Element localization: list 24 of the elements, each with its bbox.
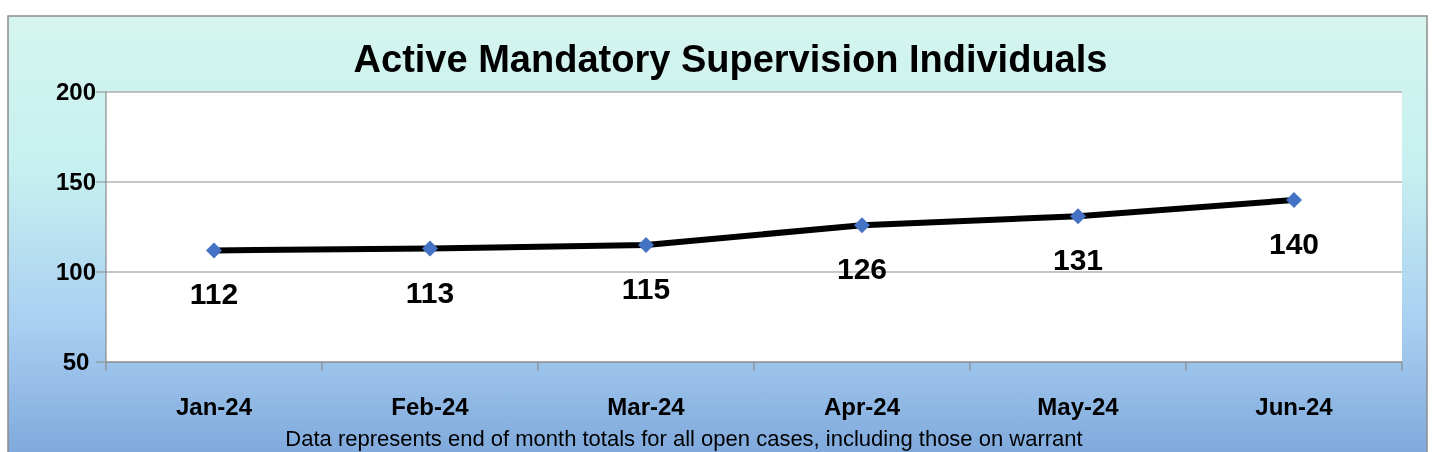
data-label: 126 (836, 252, 888, 286)
data-label: 112 (189, 277, 239, 311)
x-tick-label: Mar-24 (607, 393, 686, 420)
data-label: 131 (1052, 243, 1104, 277)
point (854, 217, 870, 234)
point (206, 242, 222, 259)
y-tick-label: 100 (55, 258, 97, 286)
x-tick-label: Feb-24 (391, 393, 470, 420)
point (1286, 192, 1302, 208)
chart-title: Active Mandatory Supervision Individuals (353, 38, 1108, 80)
data-label: 113 (405, 275, 455, 309)
x-tick-label: Jun-24 (1255, 393, 1334, 420)
y-tick-label: 50 (62, 348, 90, 376)
x-tick-label: Apr-24 (823, 393, 901, 420)
point (638, 237, 654, 253)
x-tick-label: May-24 (1037, 393, 1120, 420)
point (1070, 208, 1086, 225)
point (422, 240, 438, 257)
x-tick-label: Jan-24 (175, 393, 253, 420)
data-label: 115 (621, 272, 671, 305)
text: Data represents end of month totals for all open cases, including those on warrant (285, 426, 1083, 451)
data-label: 140 (1268, 227, 1320, 260)
y-tick-label: 200 (55, 78, 97, 106)
y-tick-label: 150 (55, 168, 97, 196)
